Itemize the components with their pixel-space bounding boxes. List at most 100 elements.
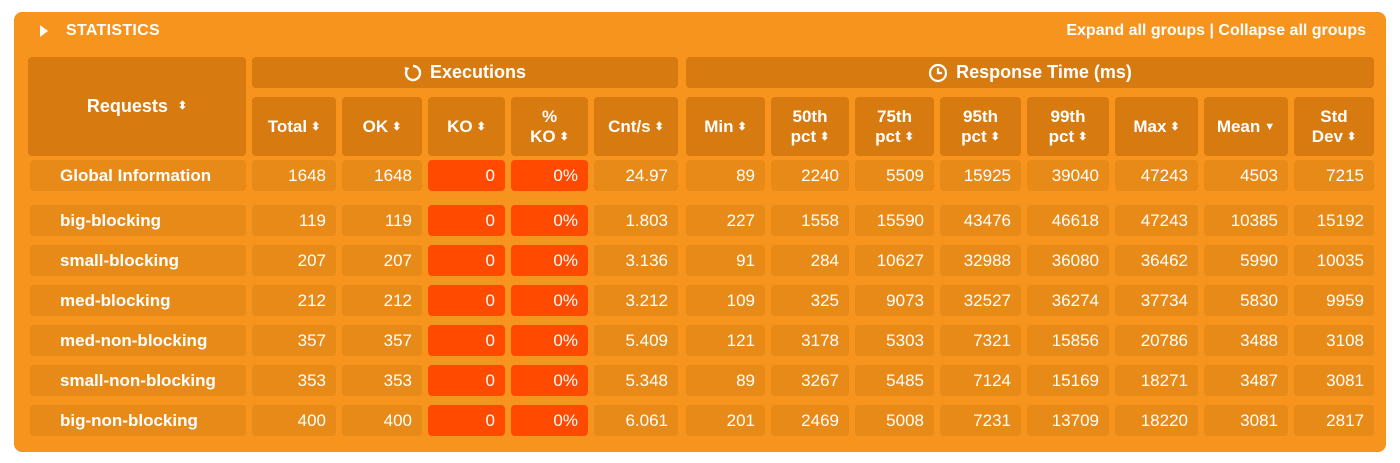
- cell-mean: 10385: [1204, 205, 1288, 236]
- executions-label: Executions: [429, 62, 527, 83]
- cell-cnt-per-sec: 6.061: [594, 405, 678, 436]
- statistics-panel: STATISTICS Expand all groups | Collapse …: [14, 12, 1386, 452]
- cell-total: 207: [252, 245, 336, 276]
- refresh-icon: [404, 64, 422, 81]
- request-name-5[interactable]: small-non-blocking: [30, 365, 246, 396]
- cell-p99: 36080: [1027, 245, 1109, 276]
- cell-p99: 36274: [1027, 285, 1109, 316]
- cell-ok: 353: [342, 365, 422, 396]
- cell-max: 18220: [1115, 405, 1198, 436]
- column-header-label: %: [541, 106, 558, 126]
- cell-std-dev: 10035: [1294, 245, 1374, 276]
- cell-pct-ko: 0%: [511, 285, 588, 316]
- cell-mean: 3081: [1204, 405, 1288, 436]
- column-header-std-dev[interactable]: Std Dev ⬍: [1294, 97, 1374, 156]
- sort-both-icon: ⬍: [737, 120, 747, 133]
- request-name-3[interactable]: med-blocking: [30, 285, 246, 316]
- column-header-label-line2: pct: [1048, 126, 1075, 146]
- cell-p95: 32988: [940, 245, 1021, 276]
- cell-total: 353: [252, 365, 336, 396]
- column-header-p75[interactable]: 75th pct ⬍: [855, 97, 934, 156]
- expand-all-groups-link[interactable]: Expand all groups: [1066, 22, 1206, 39]
- column-header-p95[interactable]: 95th pct ⬍: [940, 97, 1021, 156]
- request-name-2[interactable]: small-blocking: [30, 245, 246, 276]
- cell-ok: 1648: [342, 160, 422, 191]
- column-header-total[interactable]: Total ⬍: [252, 97, 336, 156]
- cell-cnt-per-sec: 1.803: [594, 205, 678, 236]
- cell-min: 89: [686, 365, 765, 396]
- cell-mean: 5830: [1204, 285, 1288, 316]
- cell-ko: 0: [428, 160, 505, 191]
- sort-both-icon: ⬍: [990, 130, 1000, 143]
- cell-min: 109: [686, 285, 765, 316]
- cell-p75: 5485: [855, 365, 934, 396]
- column-header-min[interactable]: Min ⬍: [686, 97, 765, 156]
- cell-min: 201: [686, 405, 765, 436]
- group-links: Expand all groups | Collapse all groups: [1066, 22, 1366, 40]
- cell-p75: 5509: [855, 160, 934, 191]
- column-header-mean[interactable]: Mean ▼: [1204, 97, 1288, 156]
- sort-both-icon: ⬍: [1346, 130, 1357, 143]
- column-header-label-line2: pct: [790, 126, 817, 146]
- cell-p75: 5008: [855, 405, 934, 436]
- cell-total: 212: [252, 285, 336, 316]
- sort-both-icon: ⬍: [177, 100, 188, 113]
- cell-min: 227: [686, 205, 765, 236]
- cell-std-dev: 9959: [1294, 285, 1374, 316]
- cell-mean: 3487: [1204, 365, 1288, 396]
- cell-p50: 3267: [771, 365, 849, 396]
- cell-pct-ko: 0%: [511, 245, 588, 276]
- cell-p95: 7231: [940, 405, 1021, 436]
- column-header-label: 50th: [792, 106, 828, 126]
- column-header-label: Std: [1320, 106, 1348, 126]
- cell-max: 47243: [1115, 160, 1198, 191]
- column-header-ko[interactable]: KO ⬍: [428, 97, 505, 156]
- column-header-label: Mean: [1216, 116, 1261, 136]
- cell-ok: 400: [342, 405, 422, 436]
- request-name-4[interactable]: med-non-blocking: [30, 325, 246, 356]
- column-header-pct-ko[interactable]: % KO ⬍: [511, 97, 588, 156]
- column-header-ok[interactable]: OK ⬍: [342, 97, 422, 156]
- cell-std-dev: 3108: [1294, 325, 1374, 356]
- column-header-max[interactable]: Max ⬍: [1115, 97, 1198, 156]
- cell-p75: 9073: [855, 285, 934, 316]
- sort-both-icon: ⬍: [1078, 130, 1088, 143]
- column-header-cnt-per-sec[interactable]: Cnt/s ⬍: [594, 97, 678, 156]
- column-header-label: 99th: [1050, 106, 1086, 126]
- cell-total: 1648: [252, 160, 336, 191]
- sort-both-icon: ⬍: [820, 130, 830, 143]
- cell-min: 121: [686, 325, 765, 356]
- cell-min: 91: [686, 245, 765, 276]
- cell-ok: 212: [342, 285, 422, 316]
- cell-mean: 4503: [1204, 160, 1288, 191]
- cell-std-dev: 7215: [1294, 160, 1374, 191]
- request-name-0[interactable]: Global Information: [30, 160, 246, 191]
- cell-p50: 3178: [771, 325, 849, 356]
- sort-both-icon: ⬍: [476, 120, 486, 133]
- cell-max: 47243: [1115, 205, 1198, 236]
- requests-column-header[interactable]: Requests ⬍: [28, 57, 246, 156]
- cell-ok: 357: [342, 325, 422, 356]
- cell-cnt-per-sec: 5.348: [594, 365, 678, 396]
- cell-ko: 0: [428, 325, 505, 356]
- cell-ko: 0: [428, 245, 505, 276]
- collapse-all-groups-link[interactable]: Collapse all groups: [1218, 22, 1366, 39]
- column-header-p50[interactable]: 50th pct ⬍: [771, 97, 849, 156]
- cell-cnt-per-sec: 24.97: [594, 160, 678, 191]
- cell-p95: 7321: [940, 325, 1021, 356]
- column-header-p99[interactable]: 99th pct ⬍: [1027, 97, 1109, 156]
- cell-p50: 2469: [771, 405, 849, 436]
- cell-ko: 0: [428, 285, 505, 316]
- column-header-label-line2: pct: [961, 126, 987, 146]
- request-name-6[interactable]: big-non-blocking: [30, 405, 246, 436]
- cell-p95: 32527: [940, 285, 1021, 316]
- cell-p99: 15856: [1027, 325, 1109, 356]
- sort-both-icon: ⬍: [311, 120, 321, 133]
- request-name-1[interactable]: big-blocking: [30, 205, 246, 236]
- expand-triangle-icon[interactable]: [40, 25, 48, 37]
- cell-p75: 10627: [855, 245, 934, 276]
- cell-ko: 0: [428, 405, 505, 436]
- statistics-header[interactable]: STATISTICS: [40, 22, 160, 40]
- cell-max: 37734: [1115, 285, 1198, 316]
- cell-pct-ko: 0%: [511, 205, 588, 236]
